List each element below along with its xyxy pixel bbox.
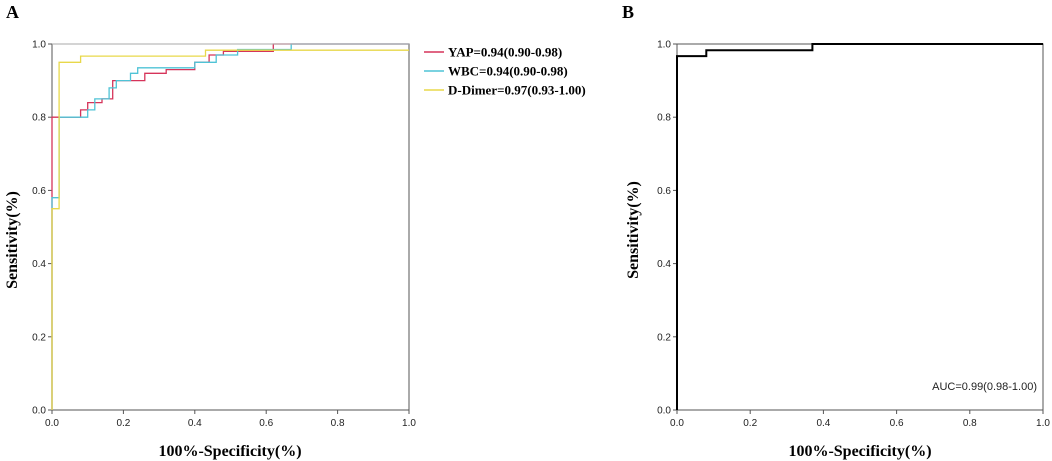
panel-a-y-tick-label: 0.8 <box>32 113 46 124</box>
panel-b-x-axis-title: 100%-Specificity(%) <box>788 443 931 460</box>
panel-a-x-tick-label: 0.4 <box>188 418 202 429</box>
panel-a-y-tick-label: 1.0 <box>32 40 46 51</box>
panel-a-x-tick-label: 0.6 <box>259 418 273 429</box>
panel-b-x-tick-label: 0.2 <box>743 418 757 429</box>
panel-a-x-tick-label: 0.8 <box>331 418 345 429</box>
panel-b-letter: B <box>622 2 634 22</box>
panel-a-legend: YAP=0.94(0.90-0.98) WBC=0.94(0.90-0.98) D-… <box>424 45 586 98</box>
panel-a-y-axis-title: Sensitivity(%) <box>4 191 21 289</box>
panel-b-y-tick-label: 0.2 <box>657 332 671 343</box>
panel-b-x-tick-label: 0.6 <box>890 418 904 429</box>
panel-a-x-tick-label: 0.0 <box>45 418 59 429</box>
panel-a-y-tick-label: 0.6 <box>32 186 46 197</box>
panel-b-series <box>676 43 1043 410</box>
panel-a-series <box>51 43 409 410</box>
panel-a-x-tick-label: 1.0 <box>402 418 416 429</box>
panel-b-y-tick-label: 1.0 <box>657 40 671 51</box>
panel-a-y-tick-label: 0.2 <box>32 332 46 343</box>
panel-b: B 0.0 0.2 0.4 0.6 0.8 1.0 0.0 0.2 0.4 0.6 0.8 1.0 1… <box>622 2 1050 460</box>
panel-a-series-line-3 <box>51 49 409 410</box>
legend-label: D-Dimer=0.97(0.93-1.00) <box>448 83 586 98</box>
panel-b-x-tick-label: 0.8 <box>963 418 977 429</box>
panel-b-series-line-1 <box>676 43 1043 410</box>
panel-a: A 0.0 0.2 0.4 0.6 0.8 1.0 0.0 0.2 0.4 0.6 0.8 1.0 1… <box>4 2 586 460</box>
panel-b-y-tick-label: 0.8 <box>657 113 671 124</box>
panel-a-series-line-2 <box>51 43 409 410</box>
panel-a-y-tick-label: 0.0 <box>32 406 46 417</box>
panel-b-x-tick-label: 0.0 <box>670 418 684 429</box>
panel-b-y-tick-label: 0.4 <box>657 259 671 270</box>
panel-a-x-axis-title: 100%-Specificity(%) <box>158 443 301 460</box>
panel-a-x-tick-label: 0.2 <box>116 418 130 429</box>
panel-b-auc-annotation: AUC=0.99(0.98-1.00) <box>932 381 1037 393</box>
panel-b-plot-frame <box>676 43 1044 411</box>
panel-b-y-axis-title: Sensitivity(%) <box>625 181 642 279</box>
panel-b-x-tick-label: 0.4 <box>816 418 830 429</box>
legend-label: WBC=0.94(0.90-0.98) <box>448 64 568 79</box>
panel-a-ticks: 0.0 0.2 0.4 0.6 0.8 1.0 0.0 0.2 0.4 0.6 0.8 1.0 <box>32 40 416 430</box>
panel-b-x-tick-label: 1.0 <box>1036 418 1050 429</box>
legend-label: YAP=0.94(0.90-0.98) <box>448 45 562 60</box>
panel-a-y-tick-label: 0.4 <box>32 259 46 270</box>
panel-b-y-tick-label: 0.0 <box>657 406 671 417</box>
panel-b-y-tick-label: 0.6 <box>657 186 671 197</box>
panel-a-letter: A <box>6 2 19 22</box>
panel-b-ticks: 0.0 0.2 0.4 0.6 0.8 1.0 0.0 0.2 0.4 0.6 0.8 1.0 <box>657 40 1050 430</box>
